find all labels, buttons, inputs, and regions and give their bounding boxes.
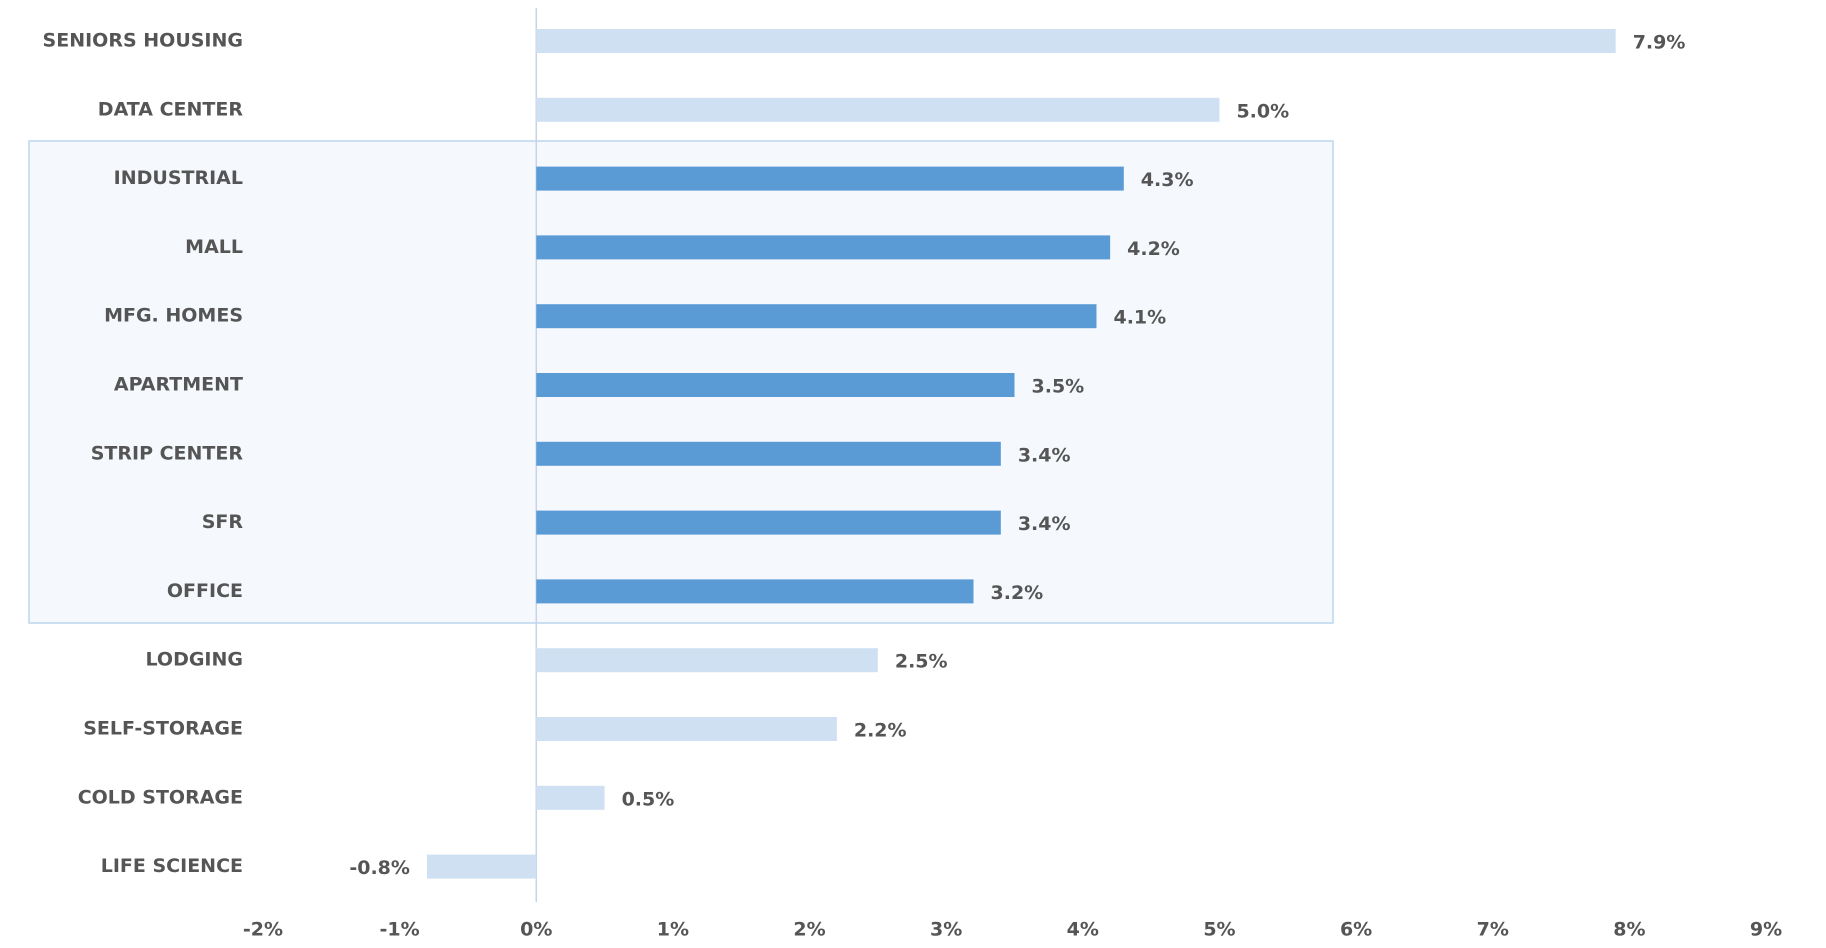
x-tick-label: 3% [930,919,962,941]
value-label: 2.5% [895,651,948,673]
category-label: SELF-STORAGE [83,718,243,740]
x-tick-label: 9% [1750,919,1782,941]
value-label: 3.4% [1018,444,1071,466]
value-label: 3.5% [1032,376,1085,398]
bar [536,717,837,741]
value-label: 0.5% [622,788,675,810]
bar [536,579,974,604]
bar [426,854,537,879]
x-tick-label: 4% [1067,919,1099,941]
category-label: OFFICE [167,580,243,602]
category-label: LODGING [145,649,243,671]
value-label: 4.2% [1127,238,1180,260]
bar [536,166,1124,191]
bar [536,648,878,673]
value-label: 4.1% [1113,307,1166,329]
bar [536,373,1015,397]
category-label: STRIP CENTER [91,442,244,464]
value-label: 3.4% [1018,513,1071,535]
category-label: SENIORS HOUSING [43,30,243,52]
bar [536,510,1001,535]
bar [536,785,605,810]
category-label: SFR [202,511,244,533]
bar [536,441,1001,466]
category-label: APARTMENT [114,374,243,396]
category-label: LIFE SCIENCE [101,855,243,877]
category-label: MALL [185,236,243,258]
x-tick-label: 2% [793,919,825,941]
x-tick-label: 8% [1613,919,1645,941]
bar [536,304,1097,329]
bar [536,29,1616,53]
bar [536,235,1111,260]
value-label: 2.2% [854,720,907,742]
x-tick-label: -2% [243,919,283,941]
x-tick-label: 5% [1203,919,1235,941]
x-tick-label: -1% [380,919,420,941]
x-tick-label: 0% [520,919,552,941]
category-label: DATA CENTER [98,98,244,120]
value-label: 7.9% [1633,32,1686,54]
x-tick-label: 7% [1477,919,1509,941]
value-label: 3.2% [991,582,1044,604]
category-label: COLD STORAGE [78,786,243,808]
value-label: -0.8% [349,857,410,879]
category-label: MFG. HOMES [104,305,243,327]
bar [536,97,1220,122]
value-label: 4.3% [1141,169,1194,191]
x-tick-label: 1% [657,919,689,941]
category-label: INDUSTRIAL [114,167,243,189]
value-label: 5.0% [1236,100,1289,122]
x-tick-label: 6% [1340,919,1372,941]
